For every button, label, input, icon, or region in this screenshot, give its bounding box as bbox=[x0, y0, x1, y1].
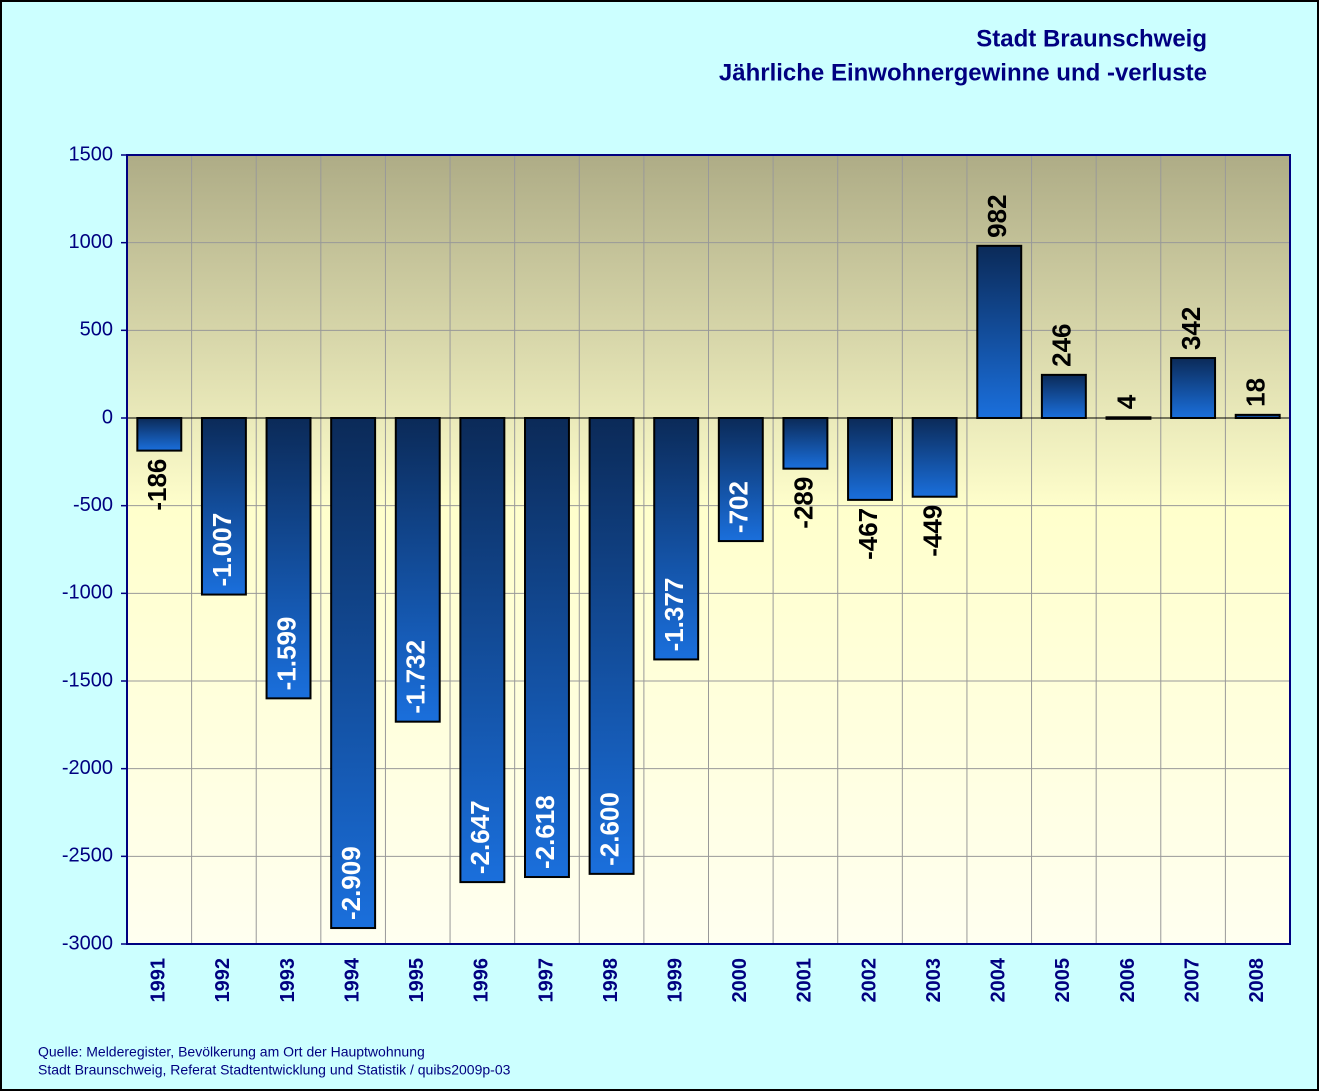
data-label: -1.377 bbox=[659, 578, 689, 652]
y-tick-label: -3000 bbox=[62, 932, 113, 954]
bar bbox=[911, 417, 958, 498]
x-tick-label: 2004 bbox=[988, 957, 1010, 1002]
bar bbox=[524, 417, 570, 879]
data-label: -2.618 bbox=[530, 795, 560, 869]
bar bbox=[200, 417, 247, 596]
x-tick-label: 1994 bbox=[341, 957, 363, 1002]
x-tick-label: 2008 bbox=[1246, 958, 1268, 1003]
bar bbox=[1234, 413, 1281, 419]
x-tick-label: 2000 bbox=[729, 958, 751, 1003]
chart-title: Stadt Braunschweig bbox=[976, 25, 1207, 52]
x-tick-label: 1997 bbox=[535, 958, 557, 1003]
source-note: Quelle: Melderegister, Bevölkerung am Or… bbox=[38, 1044, 425, 1060]
data-label: -1.599 bbox=[271, 617, 301, 691]
y-tick-label: 1500 bbox=[69, 143, 114, 165]
bar bbox=[847, 417, 893, 501]
bar bbox=[653, 417, 700, 661]
x-tick-label: 1996 bbox=[471, 958, 493, 1003]
y-tick-label: -2000 bbox=[62, 757, 113, 779]
y-tick-label: -1000 bbox=[62, 582, 113, 604]
bar bbox=[1170, 357, 1217, 420]
x-tick-label: 1991 bbox=[148, 958, 170, 1003]
x-tick-label: 1998 bbox=[600, 958, 622, 1003]
bar bbox=[330, 417, 377, 930]
x-tick-label: 2002 bbox=[858, 958, 880, 1003]
bar bbox=[782, 417, 829, 470]
data-label: 982 bbox=[982, 194, 1012, 237]
data-label: -467 bbox=[853, 508, 883, 560]
y-tick-label: 0 bbox=[102, 406, 113, 428]
y-tick-label: 1000 bbox=[69, 231, 114, 253]
data-label: -449 bbox=[918, 505, 948, 557]
data-label: -289 bbox=[788, 477, 818, 529]
chart-subtitle: Jährliche Einwohnergewinne und -verluste bbox=[719, 59, 1207, 86]
data-label: 4 bbox=[1111, 394, 1141, 409]
x-tick-label: 2005 bbox=[1052, 958, 1074, 1003]
plot-border bbox=[126, 154, 1291, 945]
x-tick-label: 1992 bbox=[212, 958, 234, 1003]
x-tick-label: 1999 bbox=[664, 958, 686, 1003]
x-tick-label: 2001 bbox=[794, 958, 816, 1003]
x-tick-label: 2006 bbox=[1117, 958, 1139, 1003]
data-label: -2.600 bbox=[594, 792, 624, 866]
bar bbox=[976, 244, 1023, 419]
bar bbox=[588, 417, 635, 875]
data-label: 18 bbox=[1241, 378, 1271, 407]
data-label: -1.007 bbox=[207, 513, 237, 587]
x-tick-label: 1995 bbox=[406, 958, 428, 1003]
bar bbox=[1040, 373, 1087, 420]
y-tick-label: -1500 bbox=[62, 669, 113, 691]
source-note: Stadt Braunschweig, Referat Stadtentwick… bbox=[38, 1062, 511, 1078]
data-label: -1.732 bbox=[401, 640, 431, 714]
x-tick-label: 1993 bbox=[277, 958, 299, 1003]
bar bbox=[136, 417, 183, 452]
data-label: 246 bbox=[1047, 323, 1077, 366]
y-tick-label: -500 bbox=[73, 494, 113, 516]
bar bbox=[265, 417, 312, 700]
bar bbox=[717, 417, 764, 543]
data-label: -702 bbox=[724, 481, 754, 533]
x-tick-label: 2003 bbox=[923, 958, 945, 1003]
y-tick-label: 500 bbox=[80, 319, 113, 341]
bar bbox=[1105, 416, 1152, 420]
data-label: -2.909 bbox=[336, 846, 366, 920]
x-tick-label: 2007 bbox=[1181, 958, 1203, 1003]
data-label: -2.647 bbox=[465, 800, 495, 874]
y-tick-label: -2500 bbox=[62, 845, 113, 867]
bar bbox=[394, 417, 441, 723]
data-label: -186 bbox=[142, 459, 172, 511]
data-label: 342 bbox=[1176, 307, 1206, 350]
bar bbox=[459, 417, 506, 884]
